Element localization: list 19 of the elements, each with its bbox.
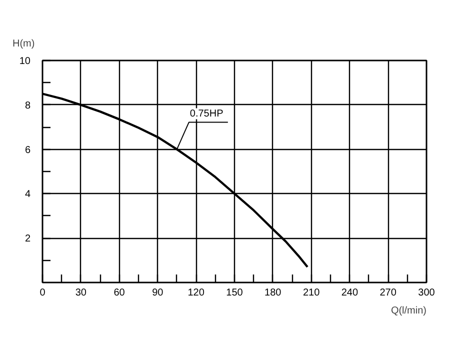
x-tick-label: 150 <box>226 288 244 298</box>
y-tick-label: 10 <box>19 56 31 67</box>
x-tick-label: 210 <box>302 288 320 298</box>
text: 0.75HP <box>190 108 224 120</box>
y-tick-label: 8 <box>24 100 31 112</box>
x-tick-label: 180 <box>264 288 282 298</box>
x-tick-label: 30 <box>75 288 87 298</box>
y-axis-title: H(m) <box>12 38 35 50</box>
x-axis-title: Q(l/min) <box>390 306 427 316</box>
y-tick-label: 6 <box>24 144 31 156</box>
x-tick-label: 300 <box>418 288 436 298</box>
x-tick-label: 120 <box>188 288 205 298</box>
x-tick-label: 240 <box>341 288 358 298</box>
y-tick-label: 4 <box>24 189 31 200</box>
y-tick-label: 2 <box>24 234 31 245</box>
x-tick-label: 0 <box>40 288 46 298</box>
x-tick-label: 90 <box>152 288 164 298</box>
x-tick-label: 270 <box>380 288 397 298</box>
x-tick-label: 60 <box>114 288 126 298</box>
